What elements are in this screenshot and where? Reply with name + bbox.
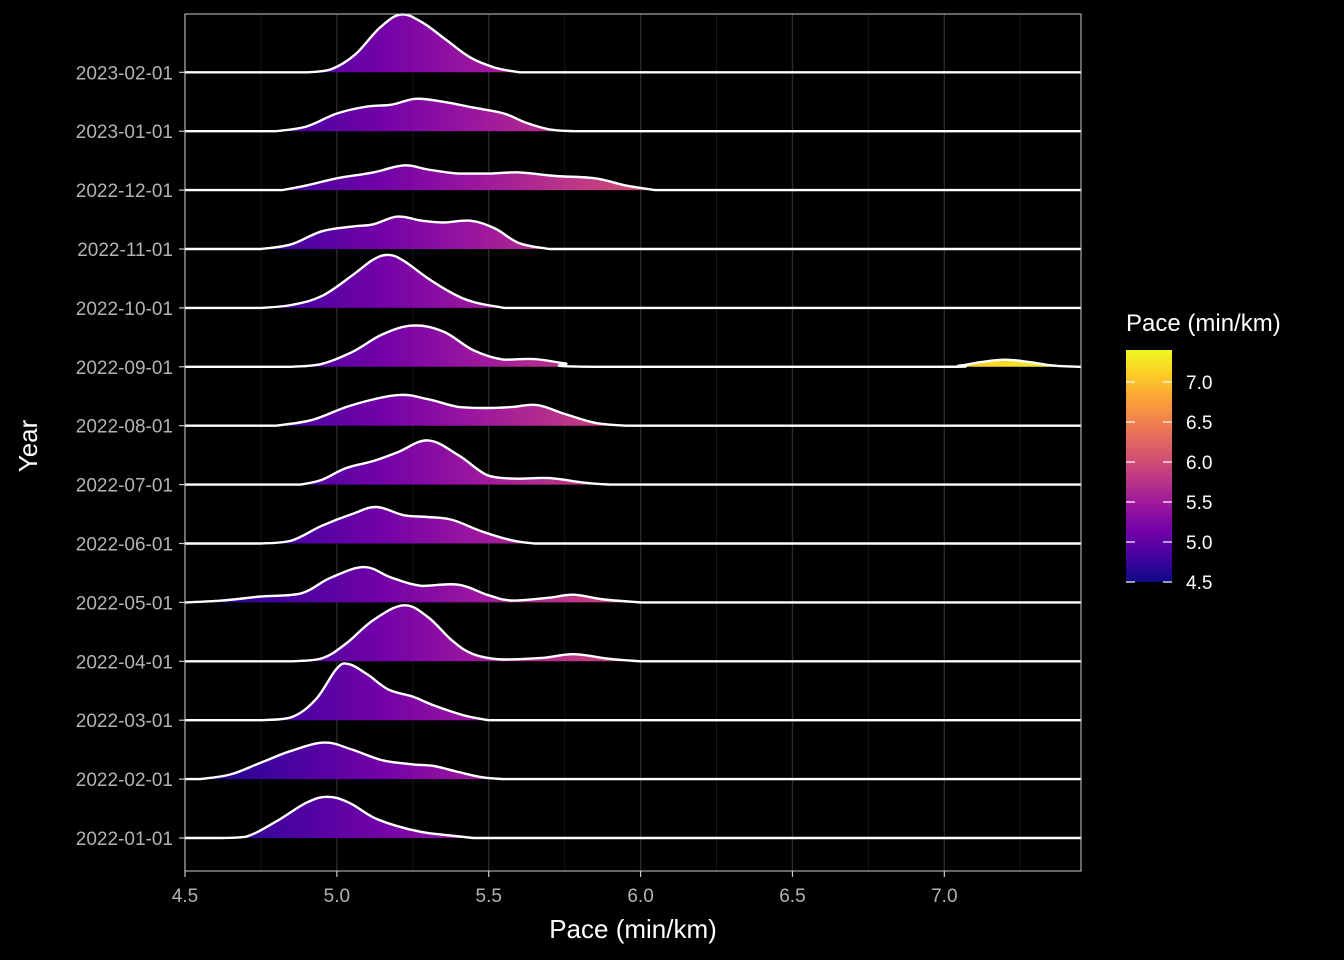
color-legend: Pace (min/km) 4.5 5.0 5.5 6.0 6.5 7.0 [1126,310,1281,594]
ridge-2023-02-01 [185,13,1081,74]
y-tick-label: 2023-01-01 [76,122,173,143]
ridge-2022-02-01 [185,741,1081,781]
ridge-2022-11-01 [185,215,1081,251]
ridge-line [185,439,1081,486]
y-tick-label: 2022-05-01 [76,593,173,614]
ridge-2022-10-01 [185,253,1081,310]
y-tick-label: 2022-12-01 [76,181,173,202]
ridge-line [185,505,1081,545]
ridge-area [282,165,656,191]
x-tick-label: 4.5 [172,886,198,907]
ridge-area [291,605,641,662]
ridge-line [184,565,1081,604]
x-tick-label: 6.0 [627,886,653,907]
y-tick-label: 2022-11-01 [77,240,173,261]
ridge-line [185,662,1081,722]
ridge-2022-09-01 [185,324,1082,369]
ridge-2022-08-01 [185,393,1081,427]
ridge-area [221,796,474,838]
grid-lines [184,14,1021,871]
ridge-2022-03-01 [185,662,1081,722]
ridge-2022-05-01 [184,565,1081,604]
y-axis: 2023-02-01 2023-01-01 2022-12-01 2022-11-01… [76,63,185,850]
ridge-area [260,506,535,544]
panel-border [184,13,1082,872]
y-tick-label: 2022-09-01 [76,358,173,379]
ridge-line [185,253,1081,310]
y-tick-label: 2022-08-01 [76,417,173,438]
ridge-line [185,324,1082,369]
x-tick-label: 5.5 [476,886,502,907]
y-tick-label: 2022-06-01 [76,535,173,556]
x-tick-label: 7.0 [931,886,957,907]
ridge-line [185,795,1081,840]
ridge-area [306,14,520,73]
ridge-2022-01-01 [185,795,1081,840]
ridge-2023-01-01 [185,97,1081,133]
ridge-area [260,254,504,308]
y-tick-label: 2022-10-01 [76,299,173,320]
y-tick-label: 2022-02-01 [76,770,173,791]
ridge-2022-07-01 [185,439,1081,486]
x-tick-label: 6.5 [779,886,805,907]
ridge-line [185,604,1081,663]
legend-title: Pace (min/km) [1126,310,1281,337]
legend-tick-label: 6.0 [1186,453,1212,474]
ridge-2022-12-01 [185,164,1081,192]
y-tick-label: 2022-03-01 [76,711,173,732]
ridge-line [185,164,1081,192]
y-axis-label: Year [13,419,43,472]
ridge-area [260,663,489,721]
ridge-area [300,440,611,485]
ridge-area [260,216,550,249]
ridges [184,13,1082,840]
legend-ticks: 4.5 5.0 5.5 6.0 6.5 7.0 [1126,373,1212,594]
legend-tick-label: 5.5 [1186,493,1212,514]
legend-tick-label: 4.5 [1186,573,1212,594]
ridge-2022-06-01 [185,505,1081,545]
ridge-area [200,742,504,780]
ridge-line [185,97,1081,133]
y-tick-label: 2022-07-01 [76,476,173,497]
x-axis: 4.5 5.0 5.5 6.0 6.5 7.0 [172,871,958,907]
x-axis-label: Pace (min/km) [549,914,717,944]
y-tick-label: 2022-04-01 [76,652,173,673]
x-tick-label: 5.0 [324,886,350,907]
y-tick-label: 2023-02-01 [76,63,173,84]
ridge-line [185,13,1081,74]
y-tick-label: 2022-01-01 [76,829,173,850]
ridge-2022-04-01 [185,604,1081,663]
legend-tick-label: 5.0 [1186,533,1212,554]
ridge-line [185,215,1081,251]
ridge-line [185,741,1081,781]
ridge-line [185,393,1081,427]
legend-tick-label: 7.0 [1186,373,1212,394]
legend-colorbar [1126,350,1172,582]
ridge-area [276,98,574,132]
legend-tick-label: 6.5 [1186,413,1212,434]
